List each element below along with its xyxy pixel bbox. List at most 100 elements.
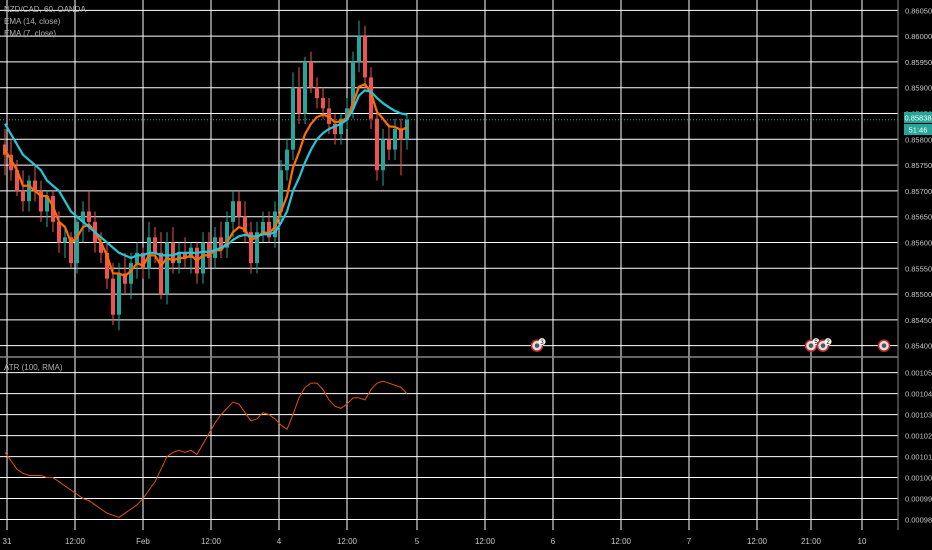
candle-body[interactable] — [339, 118, 343, 135]
time-tick-label: 7 — [687, 537, 692, 546]
price-tick-label: 0.86050 — [905, 6, 932, 15]
candle-body[interactable] — [39, 190, 43, 212]
candle-body[interactable] — [231, 201, 235, 222]
candle-body[interactable] — [15, 170, 19, 191]
grid — [0, 0, 899, 530]
candle-body[interactable] — [63, 237, 67, 243]
price-tick-label: 0.85650 — [905, 213, 932, 222]
atr-tick-label: 0.00103 — [905, 411, 932, 420]
candle-body[interactable] — [81, 211, 85, 222]
candle-body[interactable] — [393, 128, 397, 150]
candle-body[interactable] — [243, 216, 247, 233]
candle-body[interactable] — [123, 273, 127, 284]
candle-body[interactable] — [333, 123, 337, 135]
candle-body[interactable] — [9, 154, 13, 171]
price-tick-label: 0.85550 — [905, 264, 932, 273]
candle-body[interactable] — [69, 237, 73, 264]
candle-body[interactable] — [33, 180, 37, 191]
candle-body[interactable] — [105, 252, 109, 279]
candle-body[interactable] — [321, 98, 325, 109]
candle-body[interactable] — [87, 211, 91, 222]
legend: NZD/CAD, 60, OANDA EMA (14, close) EMA (… — [4, 5, 86, 372]
atr-tick-label: 0.00098 — [905, 516, 932, 525]
candle-body[interactable] — [21, 190, 25, 202]
candle-body[interactable] — [171, 242, 175, 264]
price-tick-label: 0.85500 — [905, 290, 932, 299]
event-marker-flag — [881, 343, 887, 348]
candle-body[interactable] — [141, 252, 145, 269]
atr-pane[interactable] — [4, 380, 408, 518]
event-marker-count-bg — [824, 338, 832, 346]
candle-body[interactable] — [375, 118, 379, 171]
time-tick-label: 12:00 — [475, 537, 496, 546]
time-tick-label: 12:00 — [337, 537, 358, 546]
atr-tick-label: 0.00099 — [905, 495, 932, 504]
candle-body[interactable] — [219, 237, 223, 248]
candle-body[interactable] — [357, 36, 361, 62]
candle-body[interactable] — [45, 196, 49, 212]
candle-body[interactable] — [117, 273, 121, 315]
candle-body[interactable] — [297, 87, 301, 114]
candle-body[interactable] — [303, 61, 307, 114]
candle-body[interactable] — [369, 77, 373, 119]
candle-body[interactable] — [249, 232, 253, 264]
candle-body[interactable] — [351, 61, 355, 109]
candle-body[interactable] — [165, 242, 169, 295]
candle-body[interactable] — [135, 252, 139, 264]
candle-body[interactable] — [381, 139, 385, 171]
price-tick-label: 0.85900 — [905, 84, 932, 93]
price-tick-label: 0.85600 — [905, 238, 932, 247]
candle-body[interactable] — [207, 242, 211, 258]
candle-body[interactable] — [291, 87, 295, 150]
candle-body[interactable] — [183, 252, 187, 258]
candle-body[interactable] — [99, 242, 103, 253]
candle-body[interactable] — [237, 201, 241, 217]
candle-body[interactable] — [129, 263, 133, 284]
event-marker-flag — [534, 343, 540, 348]
legend-ema-slow[interactable]: EMA (7, close) — [4, 29, 56, 38]
time-tick-label: 6 — [551, 537, 556, 546]
candle-body[interactable] — [57, 221, 61, 243]
event-marker-count-bg — [538, 338, 546, 346]
candle-body[interactable] — [261, 221, 265, 233]
atr-tick-label: 0.00101 — [905, 453, 932, 462]
candle-body[interactable] — [387, 139, 391, 150]
candle-body[interactable] — [201, 242, 205, 274]
time-axis[interactable]: 31 12:00 Feb 12:00 4 12:00 5 12:00 6 12:00 7 12:00 2… — [3, 537, 867, 546]
candle-body[interactable] — [153, 237, 157, 253]
candle-body[interactable] — [279, 170, 283, 212]
time-tick-label: 21:00 — [801, 537, 822, 546]
candle-body[interactable] — [399, 128, 403, 140]
legend-atr[interactable]: ATR (100, RMA) — [4, 363, 63, 372]
time-tick-label: 12:00 — [201, 537, 222, 546]
candle-body[interactable] — [75, 221, 79, 264]
candle-body[interactable] — [309, 61, 313, 88]
candle-body[interactable] — [285, 149, 289, 171]
legend-symbol[interactable]: NZD/CAD, 60, OANDA — [4, 5, 86, 14]
atr-axis[interactable]: 0.00098 0.00099 0.00100 0.00101 0.00102 0.001… — [905, 369, 932, 525]
atr-line — [4, 380, 408, 518]
candle-body[interactable] — [405, 119, 409, 140]
candle-body[interactable] — [255, 232, 259, 264]
price-pane[interactable] — [0, 20, 898, 331]
price-tick-label: 0.85750 — [905, 161, 932, 170]
ema-slow-line — [4, 82, 408, 278]
countdown-label: 51:46 — [909, 126, 928, 135]
event-markers[interactable]: 3 5 2 — [530, 338, 891, 352]
price-tick-label: 0.86000 — [905, 32, 932, 41]
candle-body[interactable] — [111, 278, 115, 315]
candle-body[interactable] — [363, 36, 367, 78]
candle-body[interactable] — [159, 252, 163, 295]
candle-body[interactable] — [27, 180, 31, 202]
candle-body[interactable] — [213, 237, 217, 258]
time-tick-label: 4 — [277, 537, 282, 546]
candle-body[interactable] — [225, 221, 229, 248]
candle-body[interactable] — [345, 108, 349, 119]
price-tick-label: 0.85700 — [905, 187, 932, 196]
candle-body[interactable] — [315, 87, 319, 99]
legend-ema-fast[interactable]: EMA (14, close) — [4, 17, 61, 26]
candle-body[interactable] — [267, 221, 271, 238]
price-badges: 0.85838 51:46 — [904, 112, 932, 135]
